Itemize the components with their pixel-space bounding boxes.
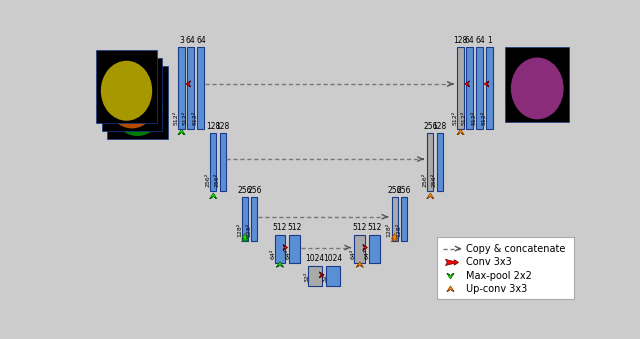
Bar: [197, 47, 204, 129]
Bar: [308, 265, 322, 286]
Text: Up-conv 3x3: Up-conv 3x3: [466, 284, 527, 294]
Text: 256: 256: [387, 186, 402, 195]
Text: 128²: 128²: [396, 223, 401, 237]
Bar: [96, 50, 157, 123]
Text: 512: 512: [367, 223, 381, 233]
Bar: [326, 265, 340, 286]
Bar: [188, 47, 195, 129]
Text: 256: 256: [247, 186, 262, 195]
Bar: [467, 47, 474, 129]
Ellipse shape: [111, 76, 163, 136]
Text: Conv 3x3: Conv 3x3: [466, 257, 512, 267]
Text: 256: 256: [397, 186, 412, 195]
Text: 64²: 64²: [365, 249, 370, 259]
Text: 128: 128: [216, 122, 230, 131]
Bar: [252, 197, 257, 241]
Bar: [275, 235, 285, 263]
Text: 64: 64: [186, 36, 196, 44]
Text: 256²: 256²: [422, 173, 428, 187]
Text: 256²: 256²: [431, 173, 436, 187]
Ellipse shape: [101, 61, 152, 121]
Bar: [457, 47, 464, 129]
Text: 3: 3: [179, 36, 184, 44]
Text: 512²: 512²: [481, 111, 486, 125]
Bar: [107, 66, 168, 139]
Text: 1024: 1024: [305, 254, 324, 263]
Text: 64: 64: [196, 36, 206, 44]
Text: 64: 64: [465, 36, 475, 44]
Bar: [436, 133, 443, 191]
Text: 256²: 256²: [205, 173, 211, 187]
Text: 128: 128: [453, 36, 468, 44]
Bar: [355, 235, 365, 263]
Bar: [102, 58, 162, 131]
Text: 512²: 512²: [193, 111, 198, 125]
Text: 256²: 256²: [214, 173, 220, 187]
Text: 128²: 128²: [246, 223, 252, 237]
Ellipse shape: [106, 68, 157, 128]
Text: 64²: 64²: [271, 249, 275, 259]
Ellipse shape: [511, 58, 564, 119]
Text: 512²: 512²: [173, 111, 179, 125]
Bar: [242, 197, 248, 241]
Text: 512²: 512²: [183, 111, 188, 125]
Text: 32²: 32²: [323, 272, 328, 282]
Text: 128: 128: [206, 122, 220, 131]
Bar: [210, 133, 216, 191]
Text: 512: 512: [273, 223, 287, 233]
Bar: [220, 133, 226, 191]
Text: 512: 512: [353, 223, 367, 233]
Bar: [401, 197, 407, 241]
Text: 32²: 32²: [305, 272, 310, 282]
Text: 64: 64: [475, 36, 484, 44]
Text: 1024: 1024: [323, 254, 342, 263]
Text: Copy & concatenate: Copy & concatenate: [466, 244, 565, 254]
Text: 256: 256: [423, 122, 438, 131]
Text: 128²: 128²: [237, 223, 242, 237]
Bar: [392, 197, 397, 241]
Text: 64²: 64²: [285, 249, 290, 259]
Text: Max-pool 2x2: Max-pool 2x2: [466, 271, 532, 281]
Text: 128: 128: [433, 122, 447, 131]
Bar: [428, 133, 433, 191]
Bar: [369, 235, 380, 263]
Text: 512²: 512²: [462, 111, 467, 125]
Text: 1: 1: [487, 36, 492, 44]
Bar: [486, 47, 493, 129]
Text: 128²: 128²: [387, 223, 392, 237]
Bar: [178, 47, 185, 129]
Bar: [436, 237, 575, 299]
Text: 512²: 512²: [472, 111, 477, 125]
Text: 64²: 64²: [350, 249, 355, 259]
Bar: [506, 47, 569, 122]
Text: 512: 512: [287, 223, 302, 233]
Text: 256: 256: [238, 186, 252, 195]
Text: 512²: 512²: [452, 111, 458, 125]
Bar: [289, 235, 300, 263]
Bar: [476, 47, 483, 129]
